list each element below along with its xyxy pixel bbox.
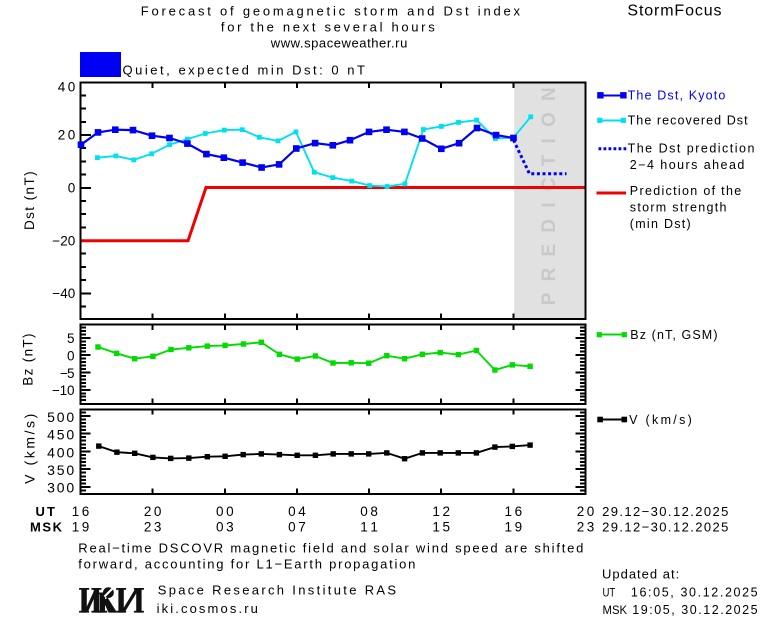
svg-text:iki.cosmos.ru: iki.cosmos.ru <box>157 601 258 616</box>
svg-text:400: 400 <box>47 444 74 460</box>
svg-text:Prediction of the: Prediction of the <box>630 184 741 198</box>
svg-text:Space Research Institute RAS: Space Research Institute RAS <box>158 583 397 598</box>
svg-text:Dst (nT): Dst (nT) <box>22 171 37 230</box>
svg-text:Bz (nT, GSM): Bz (nT, GSM) <box>630 328 717 342</box>
svg-text:V (km/s): V (km/s) <box>22 414 38 484</box>
svg-text:forward, accounting for L1−Ear: forward, accounting for L1−Earth propaga… <box>78 557 415 572</box>
svg-text:29.12−30.12.2025: 29.12−30.12.2025 <box>602 504 728 519</box>
svg-text:16:05, 30.12.2025: 16:05, 30.12.2025 <box>631 585 758 599</box>
svg-text:450: 450 <box>47 427 74 443</box>
svg-text:The Dst prediction: The Dst prediction <box>628 141 755 155</box>
svg-text:Quiet, expected min Dst: 0 nT: Quiet, expected min Dst: 0 nT <box>123 62 366 77</box>
svg-text:500: 500 <box>47 409 74 425</box>
svg-text:0: 0 <box>68 181 76 196</box>
svg-text:MSK: MSK <box>603 603 628 617</box>
svg-text:(min Dst): (min Dst) <box>630 217 691 231</box>
svg-text:−5: −5 <box>60 366 75 381</box>
svg-text:350: 350 <box>47 462 74 478</box>
svg-text:www.spaceweather.ru: www.spaceweather.ru <box>270 36 408 51</box>
svg-text:−10: −10 <box>52 383 75 398</box>
svg-text:The recovered Dst: The recovered Dst <box>628 114 749 128</box>
svg-text:−40: −40 <box>52 286 75 301</box>
svg-text:V (km/s): V (km/s) <box>629 413 692 427</box>
svg-text:5: 5 <box>67 331 75 346</box>
svg-text:storm strength: storm strength <box>630 201 727 215</box>
svg-text:Updated at:: Updated at: <box>602 566 679 581</box>
svg-text:StormFocus: StormFocus <box>627 2 721 19</box>
svg-text:300: 300 <box>47 480 74 496</box>
svg-text:Bz (nT): Bz (nT) <box>21 334 36 386</box>
svg-text:−20: −20 <box>52 234 75 249</box>
svg-text:2−4 hours ahead: 2−4 hours ahead <box>630 158 745 172</box>
svg-text:0: 0 <box>67 348 75 363</box>
svg-text:19:05, 30.12.2025: 19:05, 30.12.2025 <box>632 603 757 617</box>
svg-text:for the next several hours: for the next several hours <box>221 20 435 35</box>
svg-text:Real−time DSCOVR magnetic fiel: Real−time DSCOVR magnetic field and sola… <box>78 541 583 556</box>
svg-text:29.12−30.12.2025: 29.12−30.12.2025 <box>602 519 728 534</box>
svg-text:The Dst, Kyoto: The Dst, Kyoto <box>628 88 726 102</box>
svg-text:MSK: MSK <box>30 519 63 534</box>
svg-text:UT: UT <box>603 585 616 599</box>
